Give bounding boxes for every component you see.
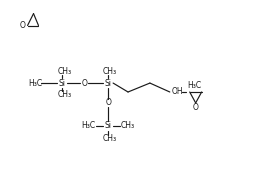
Text: O: O [193,103,199,112]
Text: CH₃: CH₃ [103,134,117,143]
Text: H₃C: H₃C [188,81,202,89]
Text: O: O [20,21,26,30]
Text: Si: Si [59,79,66,87]
Text: Si: Si [105,121,112,130]
Text: H₃C: H₃C [28,79,43,87]
Text: O: O [81,79,87,87]
Text: OH: OH [172,87,184,96]
Text: CH₃: CH₃ [103,67,117,76]
Text: H₃C: H₃C [81,121,95,130]
Text: O: O [105,98,111,107]
Text: CH₃: CH₃ [121,121,135,130]
Text: Si: Si [105,79,112,87]
Text: CH₃: CH₃ [57,67,72,76]
Text: CH₃: CH₃ [57,90,72,100]
